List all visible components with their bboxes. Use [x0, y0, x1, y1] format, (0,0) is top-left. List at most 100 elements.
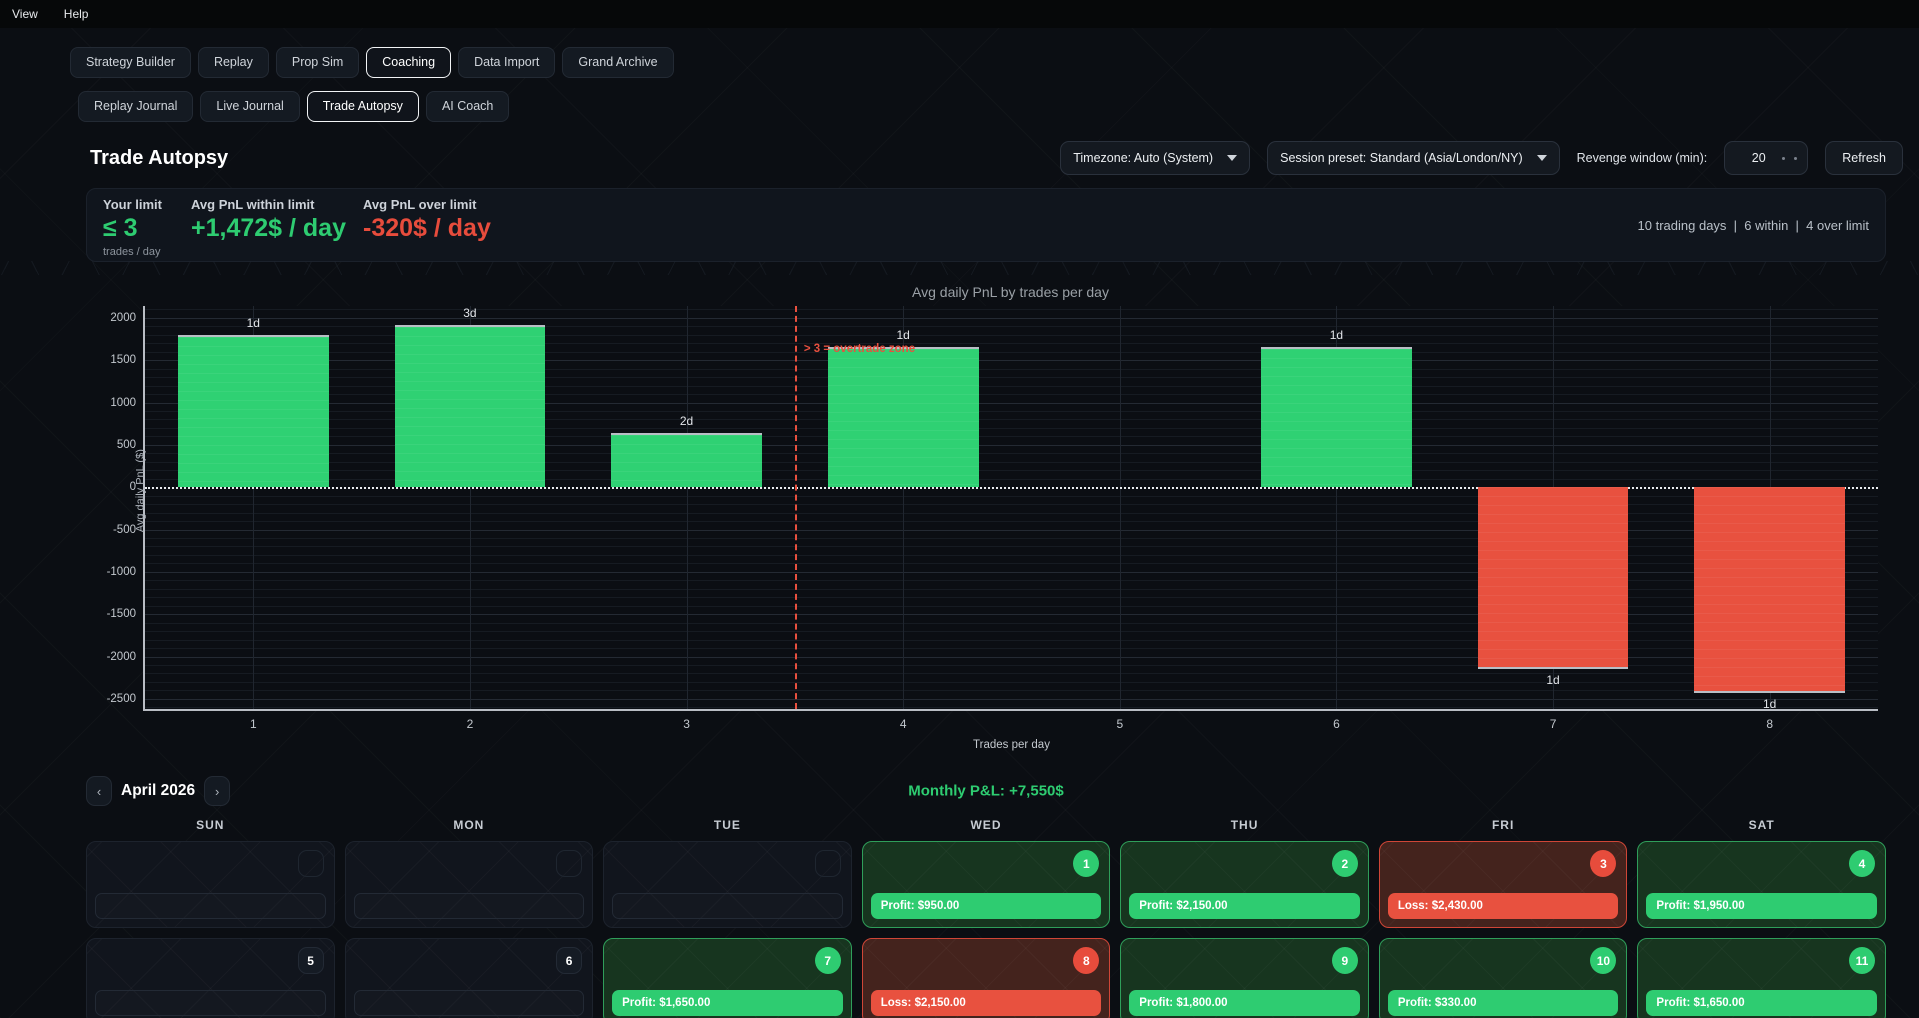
timezone-select-value: Timezone: Auto (System) [1073, 151, 1213, 165]
gridline-major [145, 318, 1878, 319]
stat-avg-pnl-over: Avg PnL over limit -320$ / day [363, 197, 491, 253]
pnl-pill-placeholder [95, 990, 326, 1016]
x-tick-label: 4 [900, 717, 907, 731]
stats-panel: Your limit ≤ 3 trades / day Avg PnL with… [86, 188, 1886, 262]
spinner-up-icon[interactable] [1794, 157, 1797, 160]
weekday-fri: FRI [1379, 818, 1628, 832]
pnl-pill-placeholder [612, 893, 843, 919]
loss-pill: Loss: $2,430.00 [1388, 893, 1619, 919]
calendar-next-button[interactable]: › [204, 776, 230, 806]
day-badge-placeholder [815, 850, 841, 877]
tab-coaching[interactable]: Coaching [366, 47, 451, 78]
menu-view[interactable]: View [12, 7, 38, 21]
weekday-thu: THU [1120, 818, 1369, 832]
chart-title: Avg daily PnL by trades per day [143, 284, 1878, 300]
timezone-select[interactable]: Timezone: Auto (System) [1060, 141, 1250, 175]
calendar-day-3[interactable]: 3 Loss: $2,430.00 [1379, 841, 1628, 928]
stat-value-within: +1,472$ / day [191, 214, 363, 243]
bar-day-count-label: 2d [680, 414, 693, 428]
day-number-badge: 9 [1332, 947, 1358, 974]
trading-calendar: ‹ April 2026 › Monthly P&L: +7,550$ SUNM… [86, 772, 1886, 1018]
subtab-trade-autopsy[interactable]: Trade Autopsy [307, 91, 419, 122]
bar-trades-1 [178, 335, 329, 487]
tab-replay[interactable]: Replay [198, 47, 269, 78]
profit-pill: Profit: $330.00 [1388, 990, 1619, 1016]
tab-data-import[interactable]: Data Import [458, 47, 555, 78]
calendar-prev-button[interactable]: ‹ [86, 776, 112, 806]
decorative-zigzag-band [0, 261, 1919, 275]
session-preset-value: Session preset: Standard (Asia/London/NY… [1280, 151, 1523, 165]
day-number-badge: 5 [298, 947, 324, 974]
y-tick-label: 1000 [110, 397, 136, 409]
y-tick-label: 2000 [110, 312, 136, 324]
bar-trades-7 [1478, 487, 1629, 669]
revenge-window-value: 20 [1735, 151, 1782, 165]
tab-strategy-builder[interactable]: Strategy Builder [70, 47, 191, 78]
day-badge-placeholder [298, 850, 324, 877]
gridline-minor [145, 707, 1878, 708]
header-controls: Timezone: Auto (System) Session preset: … [1060, 141, 1903, 175]
profit-pill: Profit: $2,150.00 [1129, 893, 1360, 919]
calendar-day-8[interactable]: 8 Loss: $2,150.00 [862, 938, 1111, 1018]
bar-day-count-label: 1d [897, 328, 910, 342]
bar-day-count-label: 1d [247, 316, 260, 330]
gridline-major [145, 699, 1878, 700]
loss-pill: Loss: $2,150.00 [871, 990, 1102, 1016]
app-window: View Help Strategy BuilderReplayProp Sim… [0, 0, 1919, 1018]
day-number-badge: 11 [1849, 947, 1875, 974]
calendar-day-7[interactable]: 7Profit: $1,650.00 [603, 938, 852, 1018]
bar-trades-8 [1694, 487, 1845, 693]
refresh-button[interactable]: Refresh [1825, 141, 1903, 175]
calendar-day-blank[interactable] [603, 841, 852, 928]
weekday-wed: WED [862, 818, 1111, 832]
calendar-day-11[interactable]: 11Profit: $1,650.00 [1637, 938, 1886, 1018]
revenge-window-label: Revenge window (min): [1577, 151, 1708, 165]
tab-grand-archive[interactable]: Grand Archive [562, 47, 673, 78]
sub-tab-bar: Replay JournalLive Journal Trade AutopsyA… [78, 91, 509, 122]
weekday-sun: SUN [86, 818, 335, 832]
calendar-day-2[interactable]: 2Profit: $2,150.00 [1120, 841, 1369, 928]
bar-day-count-label: 1d [1763, 697, 1776, 711]
calendar-day-blank[interactable] [345, 841, 594, 928]
y-tick-label: 0 [130, 481, 136, 493]
subtab-live-journal[interactable]: Live Journal [200, 91, 299, 122]
session-preset-select[interactable]: Session preset: Standard (Asia/London/NY… [1267, 141, 1560, 175]
stat-label: Your limit [103, 197, 191, 212]
calendar-grid: 1Profit: $950.002Profit: $2,150.00 3 Loss:… [86, 841, 1886, 1018]
day-number-badge: 8 [1073, 947, 1099, 974]
calendar-month-label: April 2026 [121, 782, 195, 800]
stat-value-over: -320$ / day [363, 214, 491, 243]
calendar-day-1[interactable]: 1Profit: $950.00 [862, 841, 1111, 928]
y-tick-label: -2500 [107, 693, 136, 705]
calendar-day-9[interactable]: 9Profit: $1,800.00 [1120, 938, 1369, 1018]
gridline-minor [145, 690, 1878, 691]
number-spinner[interactable] [1782, 157, 1797, 160]
calendar-day-blank[interactable] [86, 841, 335, 928]
calendar-day-6[interactable]: 6 [345, 938, 594, 1018]
trading-days-summary: 10 trading days | 6 within | 4 over limi… [1638, 218, 1869, 233]
stat-your-limit: Your limit ≤ 3 trades / day [103, 197, 191, 253]
bar-day-count-label: 1d [1330, 328, 1343, 342]
menu-help[interactable]: Help [64, 7, 89, 21]
calendar-day-5[interactable]: 5 [86, 938, 335, 1018]
y-tick-label: 1500 [110, 354, 136, 366]
stat-label: Avg PnL over limit [363, 197, 491, 212]
gridline-vertical [687, 306, 688, 709]
revenge-window-input[interactable]: 20 [1724, 141, 1808, 175]
overtrade-zone-annotation: > 3 = overtrade zone [804, 343, 915, 355]
bar-trades-2 [395, 325, 546, 487]
subtab-ai-coach[interactable]: AI Coach [426, 91, 509, 122]
stat-avg-pnl-within: Avg PnL within limit +1,472$ / day [191, 197, 363, 253]
calendar-day-4[interactable]: 4Profit: $1,950.00 [1637, 841, 1886, 928]
day-number-badge: 3 [1590, 850, 1616, 877]
day-number-badge: 4 [1849, 850, 1875, 877]
tab-prop-sim[interactable]: Prop Sim [276, 47, 359, 78]
stat-label: Avg PnL within limit [191, 197, 363, 212]
subtab-replay-journal[interactable]: Replay Journal [78, 91, 193, 122]
spinner-down-icon[interactable] [1782, 157, 1785, 160]
monthly-pnl: Monthly P&L: +7,550$ [908, 783, 1063, 800]
calendar-day-10[interactable]: 10Profit: $330.00 [1379, 938, 1628, 1018]
x-tick-label: 1 [250, 717, 257, 731]
bar-trades-4 [828, 347, 979, 487]
y-tick-label: -1000 [107, 566, 136, 578]
